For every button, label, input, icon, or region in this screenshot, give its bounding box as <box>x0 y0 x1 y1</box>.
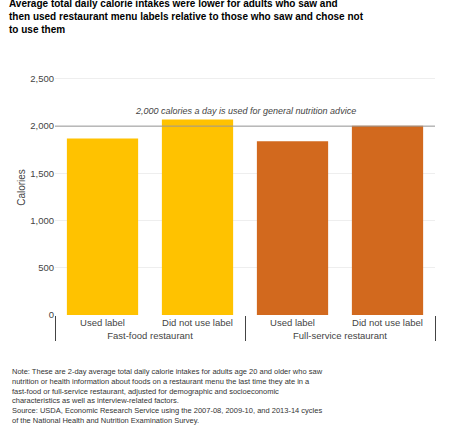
svg-text:2,000 calories a day is used f: 2,000 calories a day is used for general… <box>135 106 356 116</box>
svg-text:Calories: Calories <box>16 169 27 206</box>
svg-text:Fast-food restaurant: Fast-food restaurant <box>107 330 193 341</box>
svg-text:Full-service restaurant: Full-service restaurant <box>293 330 387 341</box>
svg-text:Used label: Used label <box>80 317 125 328</box>
svg-text:1,000: 1,000 <box>30 215 54 226</box>
svg-text:Used label: Used label <box>270 317 315 328</box>
svg-text:Note: These are 2-day average: Note: These are 2-day average total dail… <box>12 367 323 425</box>
svg-text:500: 500 <box>38 262 54 273</box>
svg-text:Did not use label: Did not use label <box>162 317 233 328</box>
svg-text:2,000: 2,000 <box>30 120 54 131</box>
svg-text:Average total daily calorie in: Average total daily calorie intakes were… <box>9 0 364 35</box>
svg-text:2,500: 2,500 <box>30 73 54 84</box>
svg-text:0: 0 <box>49 309 54 320</box>
svg-text:1,500: 1,500 <box>30 168 54 179</box>
svg-text:Did not use label: Did not use label <box>352 317 423 328</box>
